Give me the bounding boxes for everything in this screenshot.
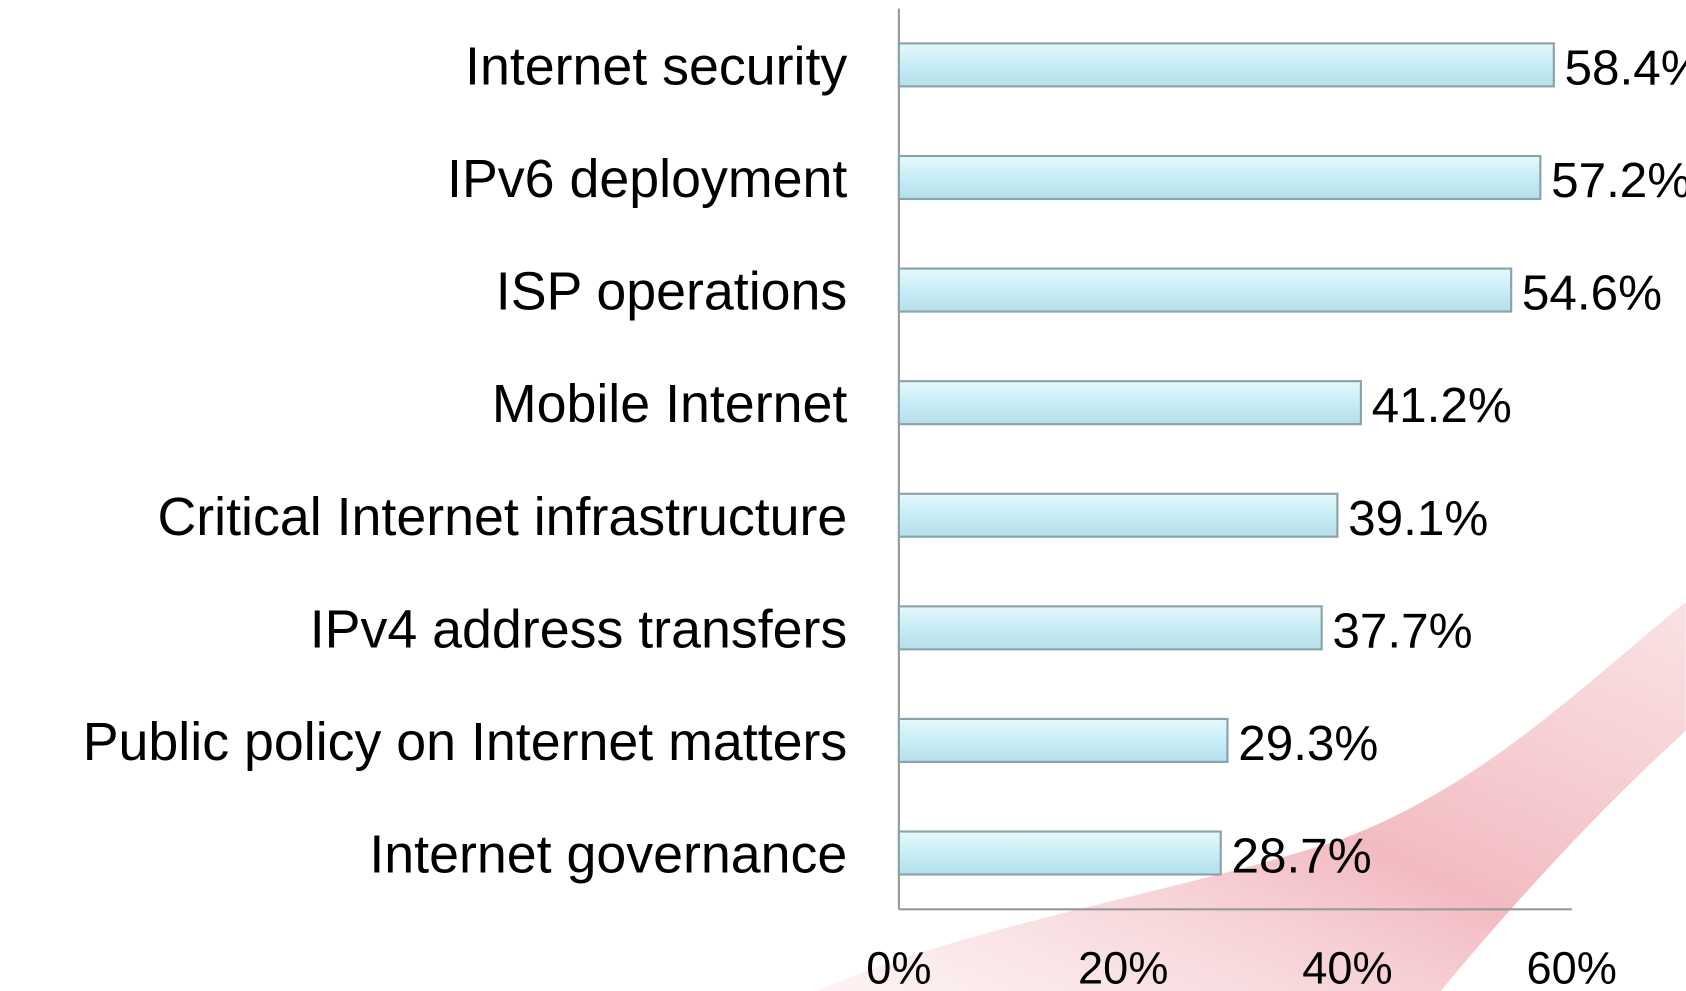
- y-tick-label: Internet governance: [369, 825, 847, 885]
- x-tick-label: 60%: [1527, 943, 1617, 991]
- y-tick-label: IPv4 address transfers: [310, 599, 848, 659]
- data-label: 37.7%: [1332, 603, 1472, 658]
- data-label: 29.3%: [1238, 716, 1378, 771]
- data-label: 39.1%: [1348, 491, 1488, 546]
- data-label: 58.4%: [1565, 40, 1686, 95]
- y-tick-label: IPv6 deployment: [447, 149, 847, 209]
- y-tick-label: Mobile Internet: [492, 374, 848, 434]
- y-tick-label: Internet security: [465, 36, 847, 96]
- bar: [899, 494, 1337, 537]
- bar: [899, 719, 1228, 762]
- bar: [899, 832, 1221, 875]
- bar: [899, 156, 1540, 199]
- y-tick-label: Public policy on Internet matters: [83, 712, 848, 772]
- x-tick-label: 20%: [1078, 943, 1168, 991]
- y-tick-label: ISP operations: [496, 262, 848, 322]
- bar: [899, 43, 1554, 86]
- x-tick-label: 40%: [1302, 943, 1392, 991]
- data-label: 28.7%: [1231, 829, 1371, 884]
- y-tick-label: Critical Internet infrastructure: [157, 487, 847, 547]
- chart: 0% 20% 40% 60% Internet security 58.4% IPv6 de…: [0, 0, 1686, 991]
- page: 0% 20% 40% 60% Internet security 58.4% IPv6 de…: [0, 0, 1686, 991]
- background-swoosh: [817, 602, 1685, 991]
- x-tick-label: 0%: [866, 943, 931, 991]
- data-label: 57.2%: [1551, 153, 1686, 208]
- data-label: 54.6%: [1522, 266, 1662, 321]
- bar: [899, 381, 1361, 424]
- bar: [899, 269, 1511, 312]
- data-label: 41.2%: [1372, 378, 1512, 433]
- bar: [899, 606, 1322, 649]
